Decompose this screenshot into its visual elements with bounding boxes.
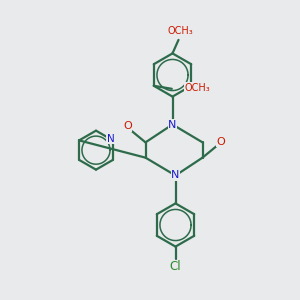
Text: OCH₃: OCH₃ [184,83,210,93]
Text: N: N [168,119,177,130]
Text: N: N [106,134,114,144]
Text: O: O [216,137,225,147]
Text: Cl: Cl [170,260,181,273]
Text: N: N [171,170,180,181]
Text: O: O [123,122,132,131]
Text: OCH₃: OCH₃ [167,26,193,36]
